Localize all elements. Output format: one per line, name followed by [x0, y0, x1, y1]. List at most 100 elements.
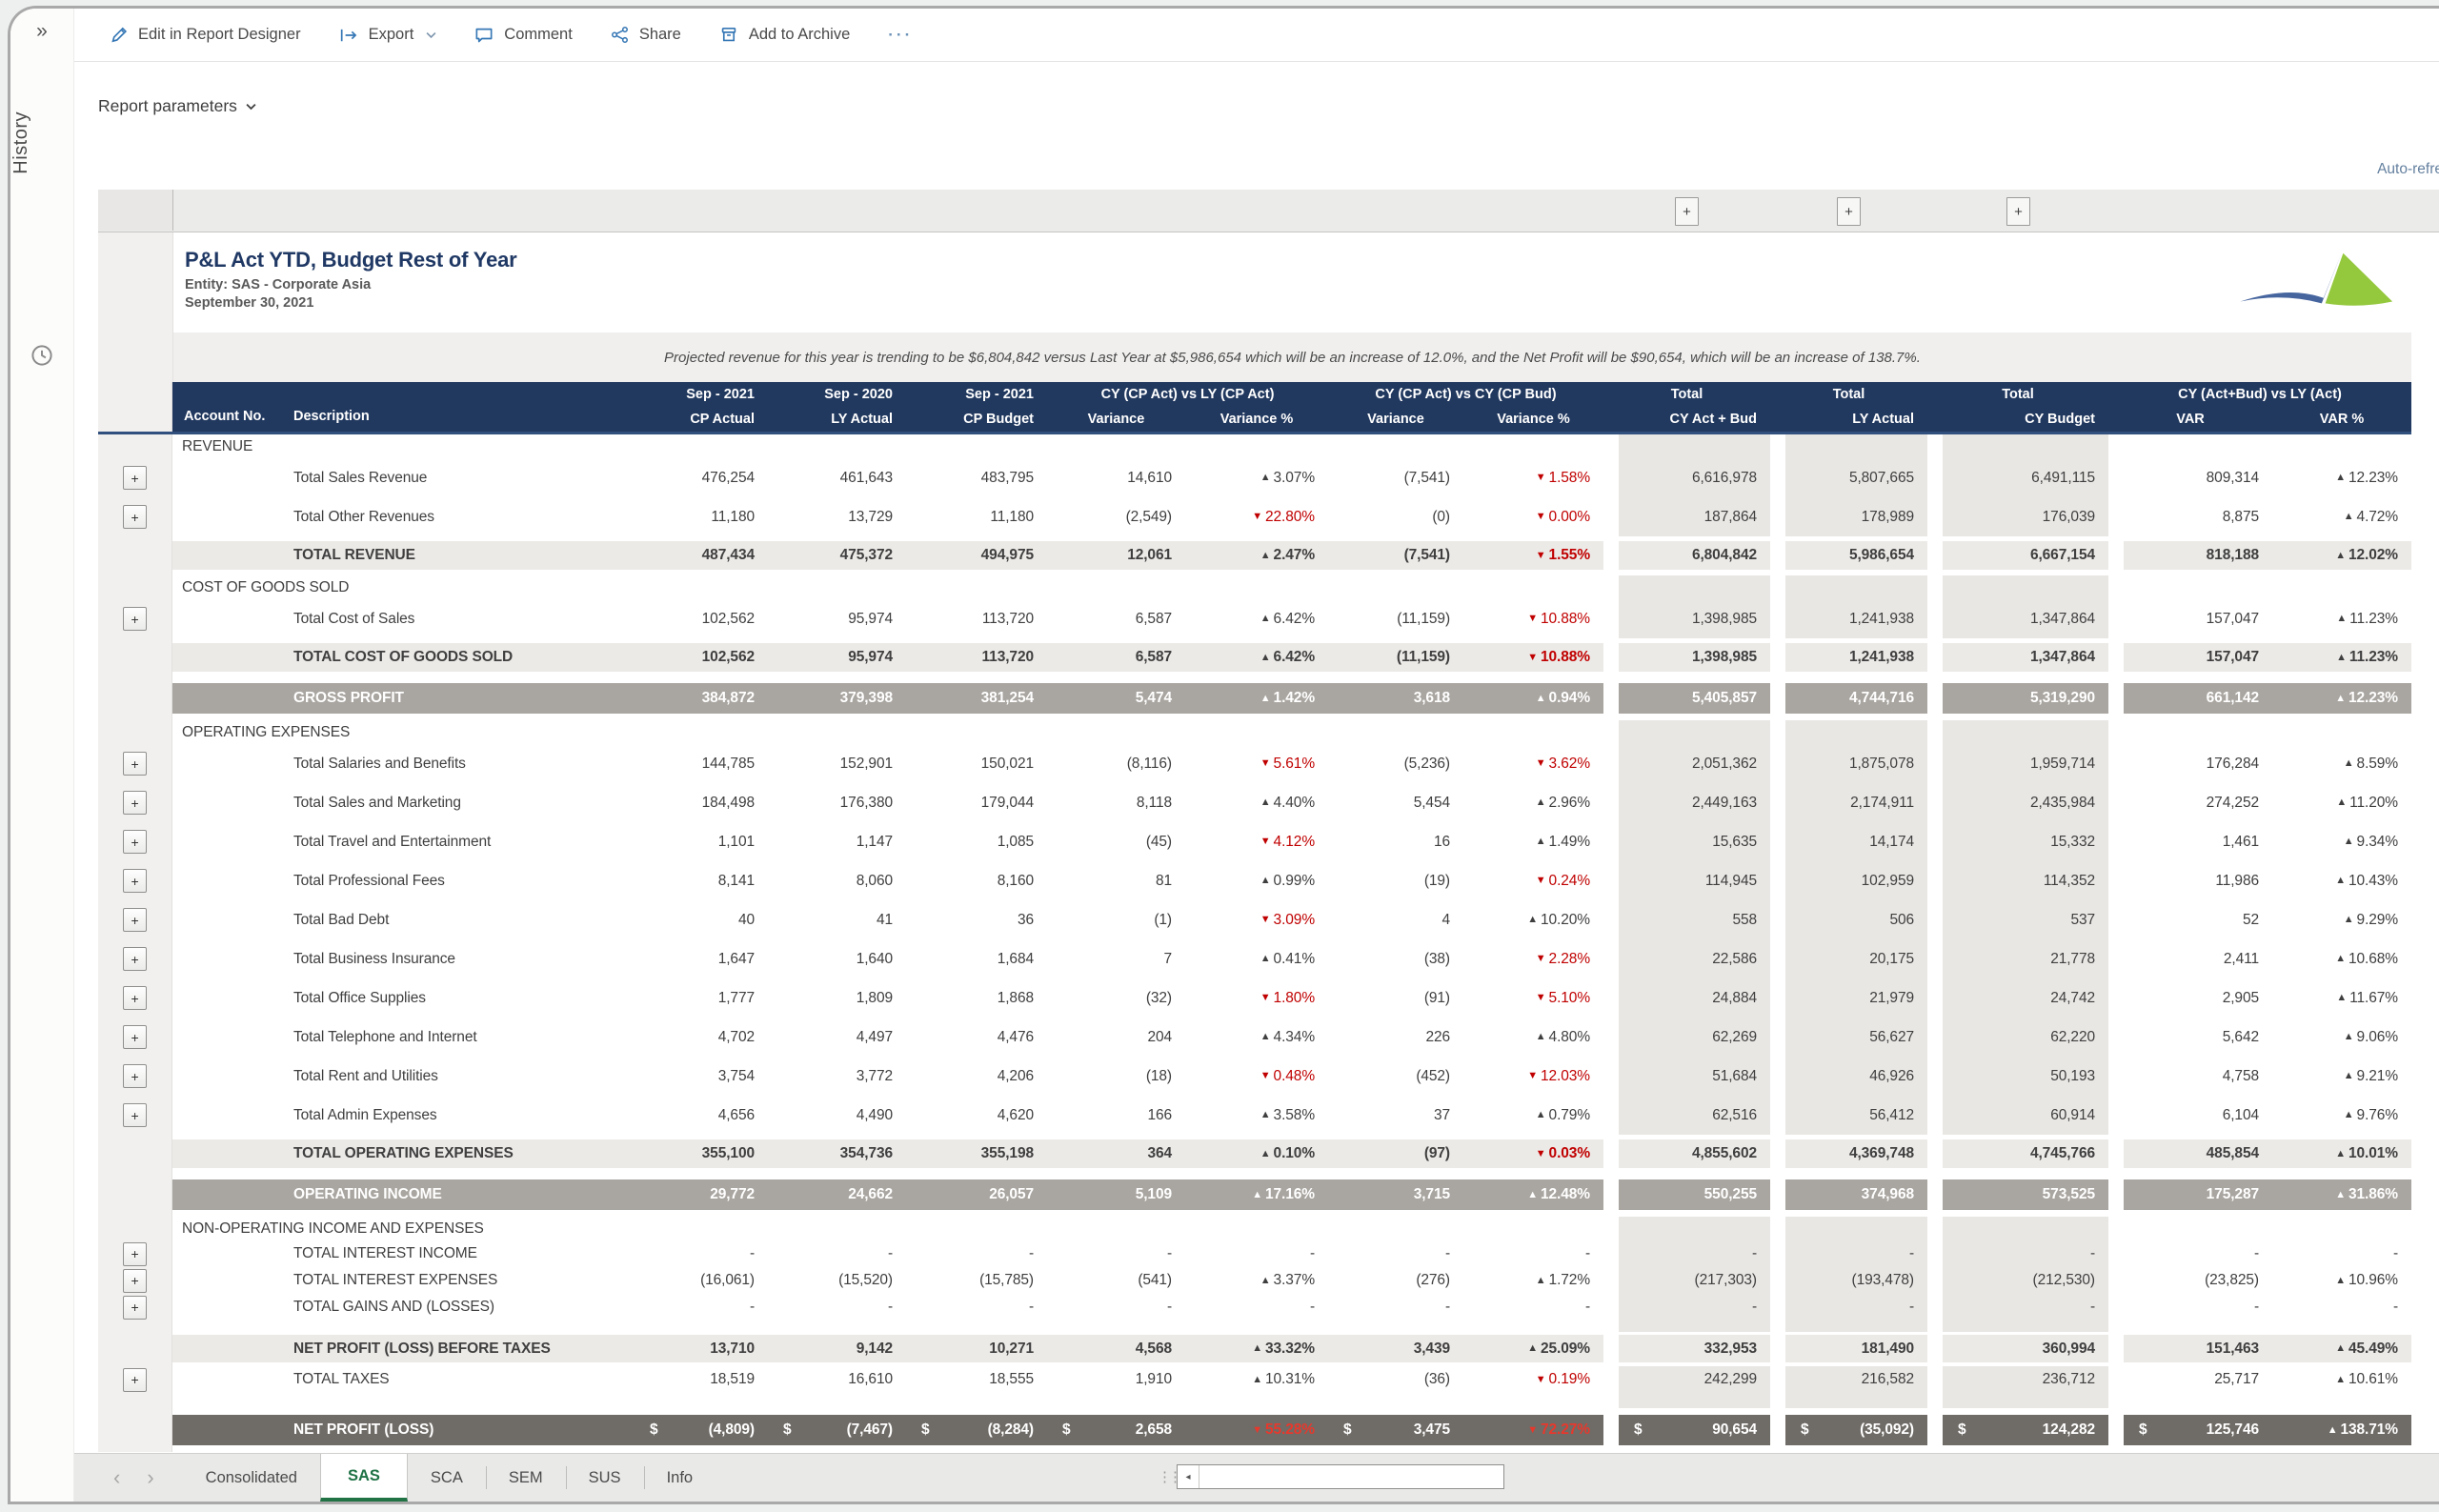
row-label: Total Telephone and Internet: [293, 1028, 477, 1045]
value-cell: [2272, 434, 2411, 458]
horizontal-scrollbar[interactable]: ◂: [1177, 1464, 1504, 1489]
value-cell: 485,854: [2108, 1135, 2272, 1174]
value-cell: 809,314: [2108, 458, 2272, 497]
column-header: CY (CP Act) vs CY (CP Bud): [1375, 387, 1557, 402]
row-expand-button[interactable]: +: [123, 830, 147, 854]
value-cell: ▲ 10.43%: [2335, 872, 2398, 889]
value-cell: 475,372: [768, 536, 906, 575]
add-to-archive-button[interactable]: Add to Archive: [719, 26, 850, 44]
column-header: Total: [2002, 387, 2034, 402]
value-cell: $2,658: [1047, 1408, 1185, 1452]
export-button[interactable]: Export: [339, 26, 437, 44]
row-expand-button[interactable]: +: [123, 1064, 147, 1088]
sheet-nav-prev-button[interactable]: ‹: [113, 1465, 121, 1489]
account-cell: [172, 900, 282, 939]
sheet-tab-consolidated[interactable]: Consolidated: [205, 1468, 297, 1486]
row-expand-button[interactable]: +: [123, 1103, 147, 1127]
edit-in-report-designer-button[interactable]: Edit in Report Designer: [110, 26, 301, 44]
sheet-tab-nav: ‹ ›: [73, 1454, 183, 1502]
row-expand-button[interactable]: +: [123, 869, 147, 893]
value-cell: [1770, 575, 1927, 599]
value-cell: $125,746: [2108, 1408, 2272, 1452]
value-cell: 6,587: [1135, 610, 1172, 627]
value-cell: 25,717: [2108, 1366, 2272, 1393]
column-header: CY (Act+Bud) vs LY (Act): [2178, 387, 2342, 402]
value-cell: ▲ 3.58%: [1260, 1106, 1315, 1123]
column-header: Account No.: [184, 409, 266, 424]
row-label: Total Rent and Utilities: [293, 1067, 438, 1084]
row-expand-button[interactable]: +: [123, 1241, 147, 1266]
value-cell: 157,047: [2108, 638, 2272, 677]
column-header: CY Act + Bud: [1669, 412, 1757, 427]
value-cell: 14,174: [1770, 822, 1927, 861]
scrollbar-left-arrow[interactable]: ◂: [1178, 1465, 1199, 1488]
value-cell: 46,926: [1770, 1057, 1927, 1096]
row-expand-button[interactable]: +: [123, 1295, 147, 1320]
sheet-tab-sas[interactable]: SAS: [319, 1454, 408, 1502]
value-cell: 5,474: [1047, 677, 1185, 720]
row-expand-button[interactable]: +: [123, 1268, 147, 1293]
row-label: NET PROFIT (LOSS) BEFORE TAXES: [282, 1332, 635, 1366]
up-arrow-icon: ▲: [1260, 1274, 1271, 1286]
row-expand-button[interactable]: +: [123, 791, 147, 815]
value-cell: ▼ 1.80%: [1260, 989, 1315, 1006]
account-cell: [172, 1320, 282, 1332]
sheet-tab-sca[interactable]: SCA: [430, 1468, 463, 1486]
currency-symbol: $: [1634, 1421, 1643, 1438]
value-cell: -: [1584, 1245, 1590, 1261]
value-cell: ▲ 11.67%: [2336, 989, 2398, 1006]
value-cell: 114,352: [1927, 861, 2108, 900]
row-expand-button[interactable]: +: [123, 986, 147, 1010]
comment-button[interactable]: Comment: [474, 26, 573, 44]
value-cell: 151,463: [2108, 1332, 2272, 1366]
value-cell: [768, 575, 906, 599]
share-button[interactable]: Share: [611, 26, 681, 44]
column-expand-button[interactable]: +: [1675, 197, 1699, 226]
value-cell: ▲ 10.01%: [2272, 1135, 2411, 1174]
row-expand-button[interactable]: +: [123, 1367, 147, 1392]
sheet-nav-next-button[interactable]: ›: [147, 1465, 154, 1489]
column-expand-button[interactable]: +: [1837, 197, 1861, 226]
value-cell: [768, 434, 906, 458]
row-expand-button[interactable]: +: [123, 607, 147, 631]
value-cell: 102,562: [635, 638, 768, 677]
down-arrow-icon: ▼: [1535, 992, 1546, 1003]
value-cell: 13,710: [635, 1332, 768, 1366]
column-expand-button[interactable]: +: [2006, 197, 2030, 226]
row-expand-button[interactable]: +: [123, 466, 147, 490]
value-cell: ▲ 4.34%: [1260, 1028, 1315, 1045]
down-arrow-icon: ▼: [1535, 511, 1546, 522]
sheet-tab-info[interactable]: Info: [643, 1454, 716, 1502]
value-cell: -: [887, 1299, 893, 1315]
up-arrow-icon: ▲: [1260, 651, 1271, 663]
value-cell: ▲ 12.23%: [2272, 677, 2411, 720]
value-cell: 1,101: [717, 833, 755, 850]
history-label[interactable]: History: [10, 111, 31, 174]
more-actions-button[interactable]: ···: [888, 25, 914, 44]
row-expand-button[interactable]: +: [123, 1025, 147, 1049]
value-cell: [1047, 1217, 1185, 1240]
value-cell: 4,476: [997, 1028, 1034, 1045]
up-arrow-icon: ▲: [2336, 651, 2347, 663]
value-cell: 537: [1927, 900, 2108, 939]
value-cell: [1328, 720, 1463, 744]
row-expand-button[interactable]: +: [123, 947, 147, 971]
collapse-panel-button[interactable]: »: [36, 20, 48, 42]
drag-handle-icon[interactable]: ⋮⋮: [1158, 1469, 1182, 1485]
row-gutter: +: [98, 497, 172, 536]
row-expand-button[interactable]: +: [123, 752, 147, 776]
sheet-corner[interactable]: [98, 190, 173, 231]
row-expand-button[interactable]: +: [123, 505, 147, 529]
section-row: REVENUE: [98, 434, 2411, 458]
value-cell: 1,241,938: [1770, 638, 1927, 677]
account-cell: [172, 536, 282, 575]
sheet-tab-sem[interactable]: SEM: [485, 1454, 566, 1502]
value-cell: 1,640: [856, 950, 893, 967]
clock-icon[interactable]: [10, 344, 73, 367]
value-cell: 1,147: [856, 833, 893, 850]
auto-refresh-label[interactable]: Auto-refre: [2377, 161, 2439, 177]
scrollbar-thumb[interactable]: [1199, 1465, 1503, 1488]
report-parameters-button[interactable]: Report parameters: [98, 96, 256, 116]
row-expand-button[interactable]: +: [123, 908, 147, 932]
sheet-tab-sus[interactable]: SUS: [565, 1454, 644, 1502]
